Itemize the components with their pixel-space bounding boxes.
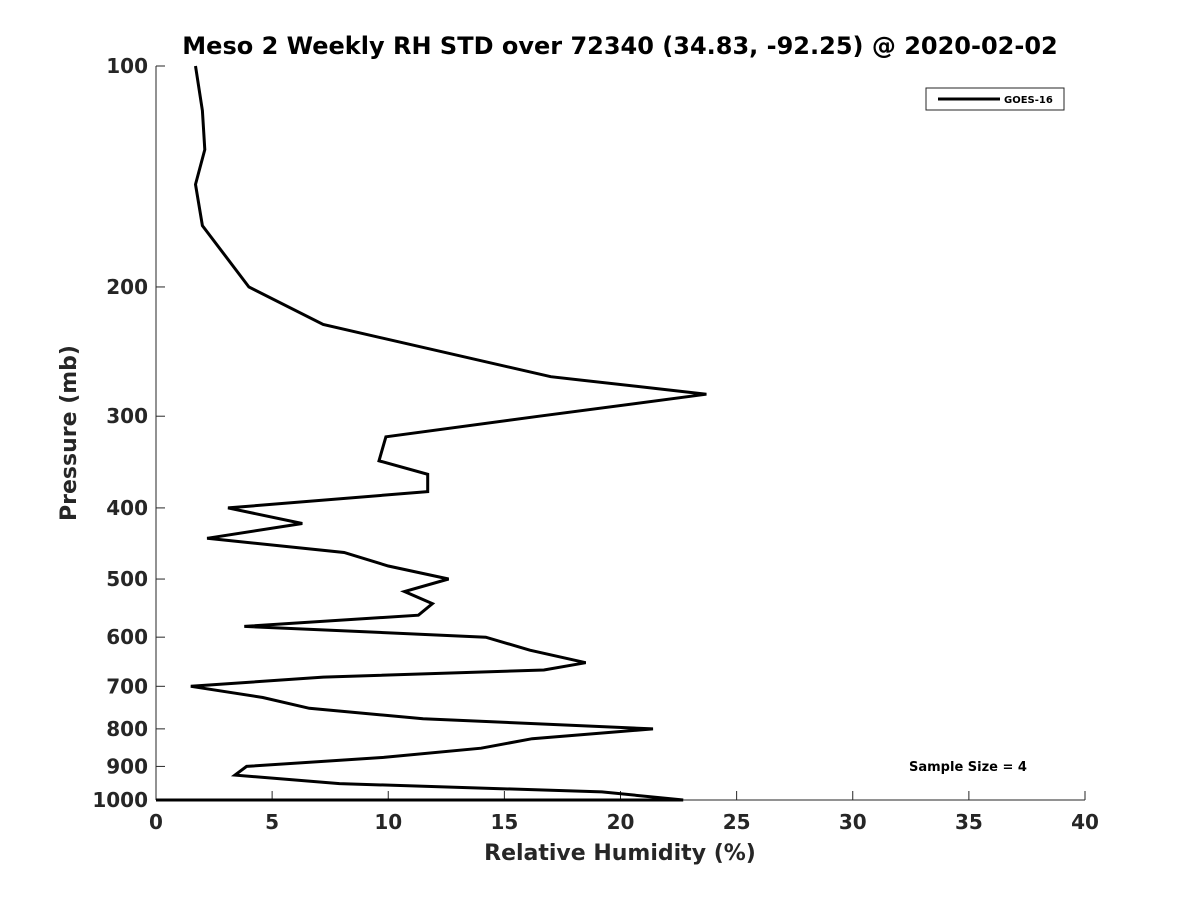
y-tick-label: 500 (106, 567, 148, 591)
x-tick-label: 10 (374, 810, 402, 834)
y-tick-label: 400 (106, 496, 148, 520)
y-tick-label: 1000 (92, 788, 148, 812)
legend: GOES-16 (925, 87, 1065, 111)
x-axis-label: Relative Humidity (%) (484, 841, 756, 866)
y-tick-label: 200 (106, 275, 148, 299)
x-tick-label: 35 (955, 810, 983, 834)
x-tick-label: 15 (490, 810, 518, 834)
x-tick-label: 30 (839, 810, 867, 834)
x-tick-label: 0 (149, 810, 163, 834)
x-tick-label: 25 (723, 810, 751, 834)
series-group (156, 65, 707, 802)
y-tick-label: 600 (106, 625, 148, 649)
legend-entry-goes-16: GOES-16 (1004, 95, 1053, 106)
y-tick-label: 800 (106, 717, 148, 741)
y-tick-label: 900 (106, 754, 148, 778)
y-ticks: 100 200 300 400 500 600 700 800 900 1000 (92, 54, 165, 812)
sample-size-annotation: Sample Size = 4 (909, 760, 1027, 775)
series-line-0 (156, 65, 707, 802)
y-tick-label: 100 (106, 54, 148, 78)
y-tick-label: 300 (106, 404, 148, 428)
x-tick-label: 20 (607, 810, 635, 834)
chart-title: Meso 2 Weekly RH STD over 72340 (34.83, … (182, 32, 1057, 60)
x-tick-label: 5 (265, 810, 279, 834)
y-tick-label: 700 (106, 674, 148, 698)
y-axis-label: Pressure (mb) (57, 345, 82, 521)
plot-area (155, 66, 1085, 801)
x-ticks: 0 5 10 15 20 25 30 35 40 (149, 791, 1099, 834)
x-tick-label: 40 (1071, 810, 1099, 834)
